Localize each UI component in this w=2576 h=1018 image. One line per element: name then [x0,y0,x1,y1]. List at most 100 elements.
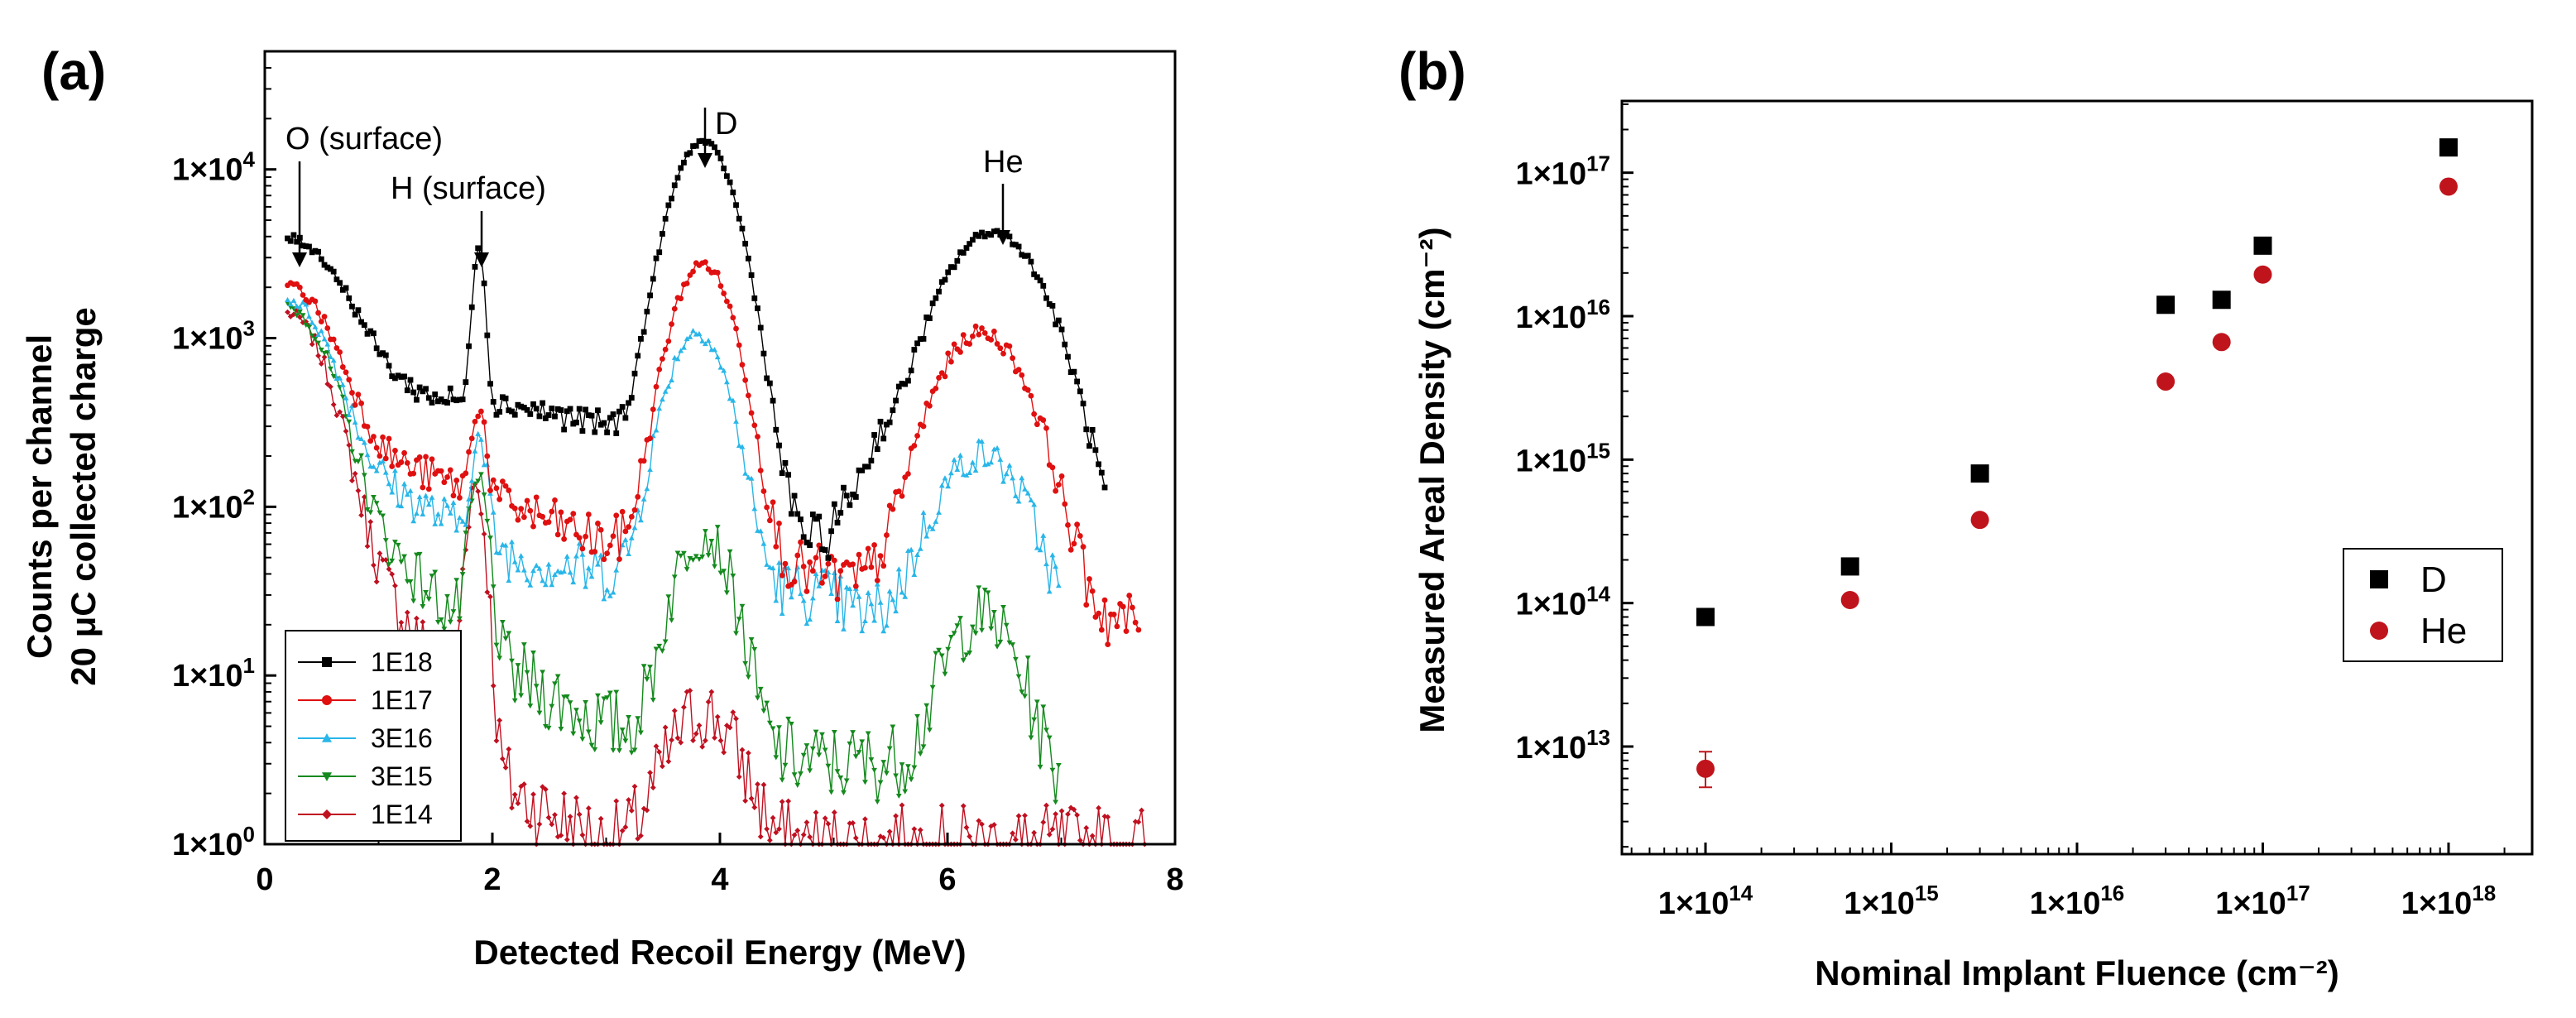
data-point [717,570,724,576]
data-point [438,396,444,402]
data-point [631,507,638,513]
data-point [742,470,749,476]
data-point [813,555,819,561]
data-point [757,686,764,692]
data-point [595,521,601,526]
data-point [717,155,724,161]
data-point [1024,490,1031,496]
data-point [730,315,736,321]
data-point [656,249,663,256]
data-point [936,288,942,295]
data-point [856,467,862,473]
data-point [665,758,672,765]
data-point [981,588,988,593]
data-point [967,833,973,840]
data-point [770,397,776,404]
data-point [628,513,635,520]
data-point [588,742,595,748]
data-point [1101,597,1108,603]
data-point [681,344,687,350]
data-point [730,709,736,715]
y-tick-label: 1×1017 [1515,151,1610,192]
data-point [997,456,1004,462]
data-point [585,412,592,419]
x-tick-label: 8 [1166,862,1183,897]
legend-label-He: He [2420,611,2467,651]
data-point [770,726,776,732]
data-point [346,295,353,301]
data-point [564,694,570,700]
data-point [852,754,859,760]
data-point [785,564,792,571]
data-point [444,400,450,406]
panel-a-x-axis-title: Detected Recoil Energy (MeV) [473,933,966,972]
data-point [450,609,457,615]
data-point [635,835,641,842]
data-point [490,683,496,689]
data-point [303,301,309,307]
data-point [300,242,306,249]
data-point [736,215,742,222]
data-point [988,459,995,465]
data-point [423,492,429,498]
data-point [644,676,650,683]
data-point [868,564,875,570]
data-point [671,354,678,360]
data-point [364,424,371,430]
data-point [380,513,386,519]
data-point [895,793,902,800]
data-point [407,377,414,383]
x-tick-label: 4 [711,862,728,897]
data-point [518,553,525,559]
data-point [616,748,622,754]
data-point [727,549,733,555]
data-point [524,670,530,675]
data-point [315,353,322,359]
data-point [678,553,684,559]
data-point [733,202,739,209]
data-point [899,762,905,768]
data-point [377,351,383,358]
data-point [564,408,570,415]
data-point [1055,583,1062,588]
data-point [499,478,506,485]
data-point [549,703,555,709]
data-point [890,597,896,603]
data-point [969,333,976,339]
data-point [371,463,377,469]
data-point [619,828,626,834]
data-point [788,511,794,517]
data-point [585,805,592,811]
series-D [1696,138,2458,627]
data-point [1132,819,1139,825]
data-point [579,832,586,838]
data-point [1049,302,1056,309]
data-point [933,295,939,301]
data-point [450,492,457,499]
data-point [309,319,315,325]
data-point [988,823,995,829]
data-point [524,577,530,583]
data-point [779,572,785,579]
series-line-1E17 [287,261,1139,645]
data-point [1015,674,1022,679]
data-point [798,771,804,777]
data-point [1058,808,1065,814]
panel-a-label: (a) [41,41,106,101]
data-point [1046,735,1053,741]
data-point [945,269,952,276]
data-point [843,492,850,499]
data-point [972,468,979,473]
data-point [727,724,733,731]
data-point [481,531,487,537]
data-point [515,401,521,408]
data-point [545,561,552,567]
data-point [665,383,672,389]
data-point [392,540,398,545]
data-point [530,401,536,407]
data-point [800,752,807,758]
data-point [567,516,573,523]
data-point [862,564,868,571]
data-point [330,401,337,408]
x-tick-label: 0 [256,862,273,897]
